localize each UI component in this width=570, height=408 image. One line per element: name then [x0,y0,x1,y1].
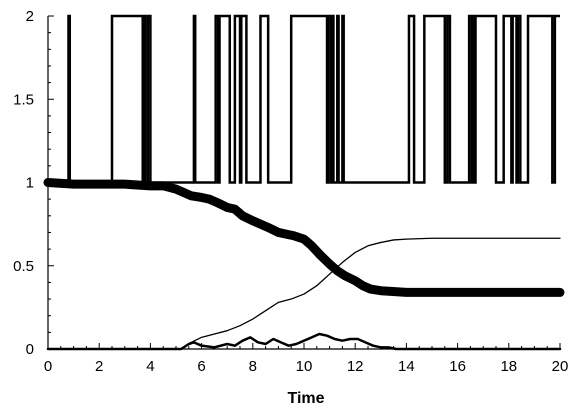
y-tick-label: 1 [26,175,34,192]
x-tick-label: 6 [197,358,205,375]
series-0-line [48,14,560,184]
x-axis-title: Time [287,390,324,407]
series-layer [43,14,565,351]
series-1-line [43,178,565,297]
x-tick-label: 2 [95,358,103,375]
y-tick-label: 0.5 [13,258,34,275]
x-tick-label: 8 [249,358,257,375]
x-tick-label: 20 [552,358,569,375]
axes-layer: 0 2 4 6 8 10 12 14 16 18 20 0 0.5 1 1.5 2 [13,8,568,375]
x-tick-label: 0 [44,358,52,375]
x-tick-label: 18 [500,358,517,375]
x-tick-label: 16 [449,358,466,375]
x-tick-label: 10 [296,358,313,375]
y-tick-label: 0 [26,341,34,358]
x-tick-label: 14 [398,358,415,375]
x-tick-label: 4 [146,358,154,375]
series-2-line [47,237,561,350]
y-tick-label: 1.5 [13,91,34,108]
x-tick-label: 12 [347,358,364,375]
y-tick-label: 2 [26,8,34,25]
